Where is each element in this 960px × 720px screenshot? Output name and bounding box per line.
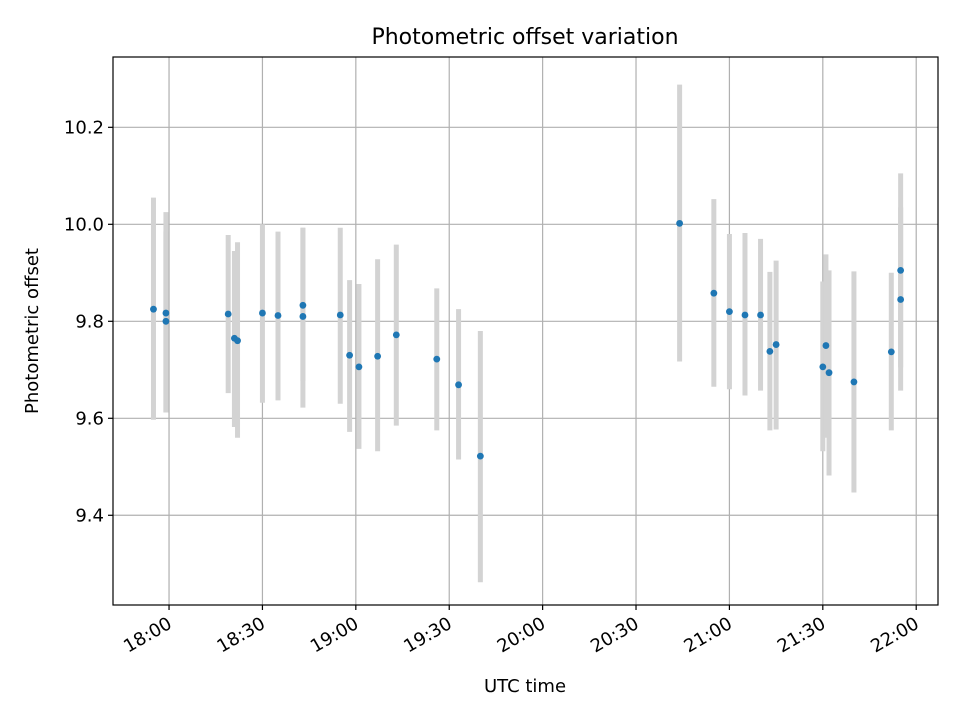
x-tick-label: 19:00	[307, 613, 362, 657]
y-axis-label: Photometric offset	[22, 248, 43, 414]
y-tick-label: 10.2	[64, 117, 104, 138]
data-point	[162, 309, 170, 317]
x-tick-label: 18:00	[120, 613, 175, 657]
data-point	[766, 347, 774, 355]
plot-frame	[112, 56, 939, 606]
data-point	[710, 289, 718, 297]
data-point	[224, 310, 232, 318]
x-tick-label: 18:30	[214, 613, 269, 657]
x-axis-ticks: 18:00 18:30 19:00 19:30 20:00 20:30 21:00 21:30…	[120, 605, 923, 657]
data-point	[455, 381, 462, 389]
data-point	[897, 296, 905, 303]
data-points	[150, 219, 905, 460]
data-point	[476, 452, 484, 460]
x-tick-label: 19:30	[400, 613, 455, 657]
data-point	[850, 378, 858, 386]
data-point	[392, 331, 400, 339]
data-point	[887, 348, 895, 356]
data-point	[741, 311, 749, 319]
data-point	[346, 351, 354, 359]
y-axis-ticks: 9.4 9.6 9.8 10.0 10.2	[64, 117, 113, 526]
data-point	[822, 342, 830, 349]
error-bars	[150, 84, 904, 583]
data-point	[355, 363, 363, 371]
x-tick-label: 20:30	[587, 613, 642, 657]
data-point	[299, 301, 307, 309]
data-point	[274, 312, 282, 319]
x-tick-label: 21:00	[680, 613, 735, 657]
data-point	[336, 311, 344, 319]
data-point	[162, 317, 170, 325]
y-tick-label: 9.6	[75, 408, 104, 429]
data-point	[897, 266, 905, 274]
data-point	[676, 219, 684, 227]
x-tick-label: 22:00	[867, 613, 922, 657]
y-tick-label: 9.4	[75, 505, 104, 526]
data-point	[259, 309, 266, 317]
grid	[113, 57, 938, 605]
data-point	[299, 313, 307, 320]
x-tick-label: 21:30	[774, 613, 829, 657]
data-point	[819, 363, 827, 371]
data-point	[433, 355, 441, 363]
y-tick-label: 9.8	[75, 311, 104, 332]
x-tick-label: 20:00	[494, 613, 549, 657]
x-axis-label: UTC time	[484, 676, 566, 697]
data-point	[150, 305, 157, 313]
data-point	[234, 337, 241, 345]
chart-title: Photometric offset variation	[371, 25, 678, 50]
data-point	[374, 352, 382, 360]
data-point	[825, 369, 833, 377]
data-point	[726, 308, 733, 316]
data-point	[772, 341, 780, 348]
data-point	[757, 311, 764, 319]
y-tick-label: 10.0	[64, 214, 104, 235]
